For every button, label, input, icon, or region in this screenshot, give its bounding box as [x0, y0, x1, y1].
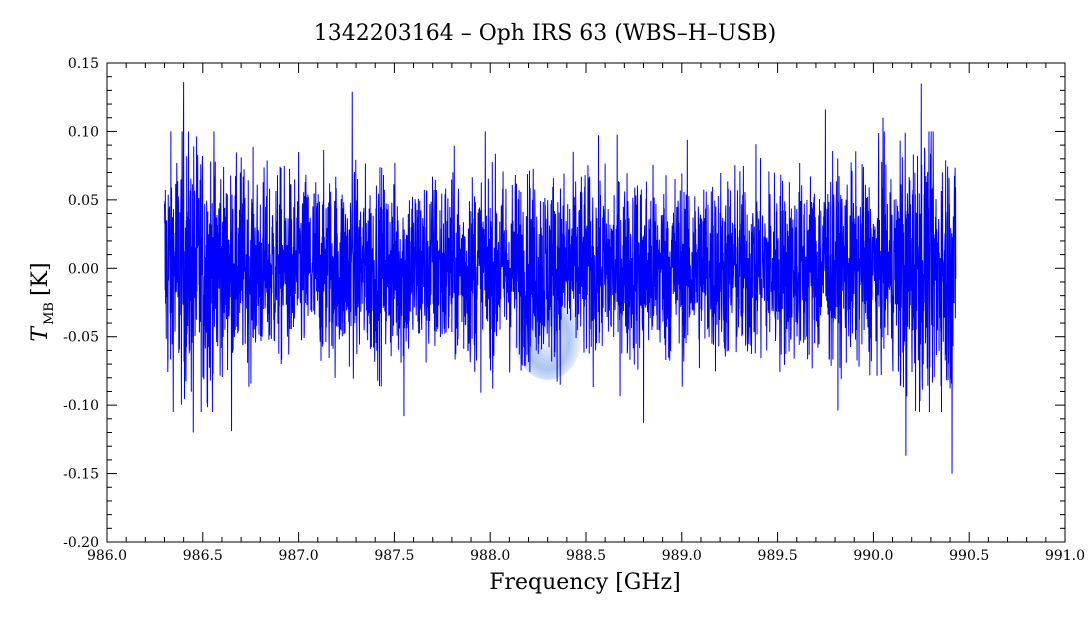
x-tick-label: 988.0 — [470, 548, 510, 564]
y-tick-label: -0.20 — [63, 535, 99, 551]
y-axis-label-symbol: T — [28, 325, 53, 342]
y-tick-label: -0.05 — [63, 330, 99, 346]
spectrum-line — [163, 82, 957, 474]
y-axis-label-unit: [K] — [28, 262, 53, 296]
x-tick-label: 990.5 — [949, 548, 989, 564]
x-tick-label: 987.5 — [374, 548, 414, 564]
y-tick-label: -0.10 — [63, 398, 99, 414]
y-axis-label-subscript: MB — [42, 302, 57, 325]
x-tick-label: 990.0 — [853, 548, 893, 564]
y-axis: 0.15 0.10 0.05 0.00 -0.05 -0.10 -0.15 -0.20 — [63, 56, 1065, 551]
y-tick-label: 0.10 — [68, 124, 99, 140]
y-tick-label: 0.05 — [68, 193, 99, 209]
y-tick-label: -0.15 — [63, 467, 99, 483]
chart-title: 1342203164 – Oph IRS 63 (WBS–H–USB) — [314, 21, 777, 46]
x-tick-label: 989.5 — [758, 548, 798, 564]
y-tick-label: 0.15 — [68, 56, 99, 72]
x-tick-label: 988.5 — [566, 548, 606, 564]
x-tick-label: 986.0 — [87, 548, 127, 564]
y-axis-label: TMB [K] — [28, 262, 57, 341]
y-tick-label: 0.00 — [68, 261, 99, 277]
x-axis-label: Frequency [GHz] — [489, 570, 681, 595]
x-tick-label: 989.0 — [662, 548, 702, 564]
series-layer — [163, 82, 957, 474]
x-tick-label: 987.0 — [279, 548, 319, 564]
x-tick-label: 986.5 — [183, 548, 223, 564]
x-tick-label: 991.0 — [1045, 548, 1085, 564]
x-axis: 986.0 986.5 987.0 987.5 988.0 988.5 989.0 989.5… — [87, 63, 1085, 564]
